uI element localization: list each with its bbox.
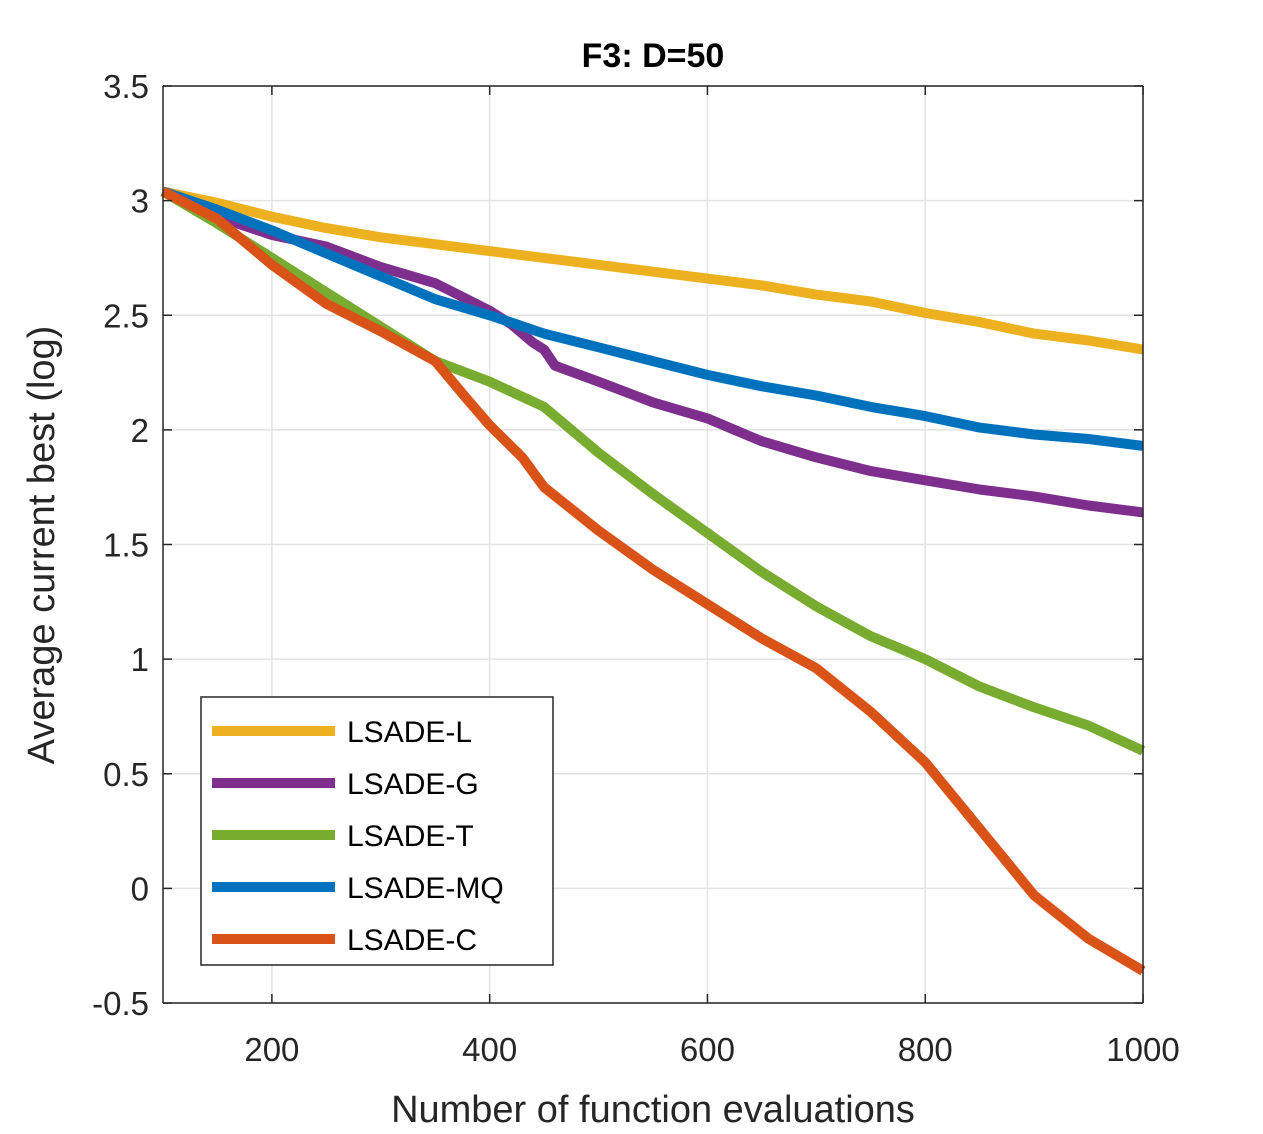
x-tick-label: 1000 (1106, 1031, 1179, 1068)
tick-labels: 200 400 600 800 1000 -0.5 0 0.5 1 1.5 2 2.5 3 3.5 (92, 68, 1180, 1068)
y-tick-label: 3.5 (103, 68, 149, 105)
y-tick-label: 1 (131, 641, 149, 678)
y-tick-label: 3 (131, 183, 149, 220)
legend: LSADE-L LSADE-G LSADE-T LSADE-MQ LSADE-C (200, 696, 554, 966)
chart-title: F3: D=50 (582, 37, 725, 75)
series-line-lsade-g (160, 186, 1144, 518)
legend-label-lsade-g: LSADE-G (347, 768, 479, 801)
x-tick-label: 800 (898, 1031, 953, 1068)
y-tick-label: 2 (131, 412, 149, 449)
y-tick-label: 0 (131, 870, 149, 907)
series-group (160, 186, 1146, 976)
series-line-lsade-c (160, 187, 1146, 976)
legend-label-lsade-c: LSADE-C (347, 924, 477, 957)
x-tick-label: 400 (462, 1031, 517, 1068)
x-tick-label: 200 (244, 1031, 299, 1068)
legend-label-lsade-l: LSADE-L (347, 716, 472, 749)
y-tick-label: -0.5 (92, 985, 149, 1022)
y-axis-label: Average current best (log) (21, 326, 63, 765)
x-axis-label: Number of function evaluations (391, 1089, 915, 1131)
y-tick-label: 1.5 (103, 527, 149, 564)
x-tick-label: 600 (680, 1031, 735, 1068)
series-line-lsade-l (161, 186, 1144, 355)
legend-label-lsade-mq: LSADE-MQ (347, 872, 504, 905)
y-tick-label: 0.5 (103, 756, 149, 793)
y-tick-label: 2.5 (103, 297, 149, 334)
legend-label-lsade-t: LSADE-T (347, 820, 474, 853)
series-line-lsade-mq (161, 186, 1144, 451)
series-line-lsade-t (160, 187, 1146, 756)
axes (162, 85, 1144, 1004)
